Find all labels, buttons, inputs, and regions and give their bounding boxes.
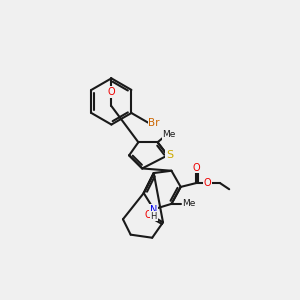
Text: H: H: [151, 212, 157, 221]
Text: Br: Br: [148, 118, 160, 128]
Text: Me: Me: [163, 130, 176, 139]
Text: N: N: [150, 205, 158, 215]
Text: O: O: [192, 163, 200, 173]
Text: O: O: [145, 210, 152, 220]
Text: O: O: [108, 87, 115, 97]
Text: O: O: [204, 178, 212, 188]
Text: Me: Me: [182, 200, 196, 208]
Text: S: S: [167, 150, 173, 160]
